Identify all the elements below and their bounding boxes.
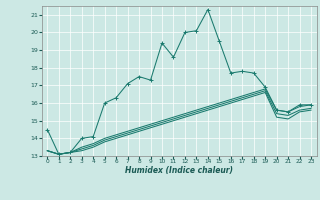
X-axis label: Humidex (Indice chaleur): Humidex (Indice chaleur) xyxy=(125,166,233,175)
